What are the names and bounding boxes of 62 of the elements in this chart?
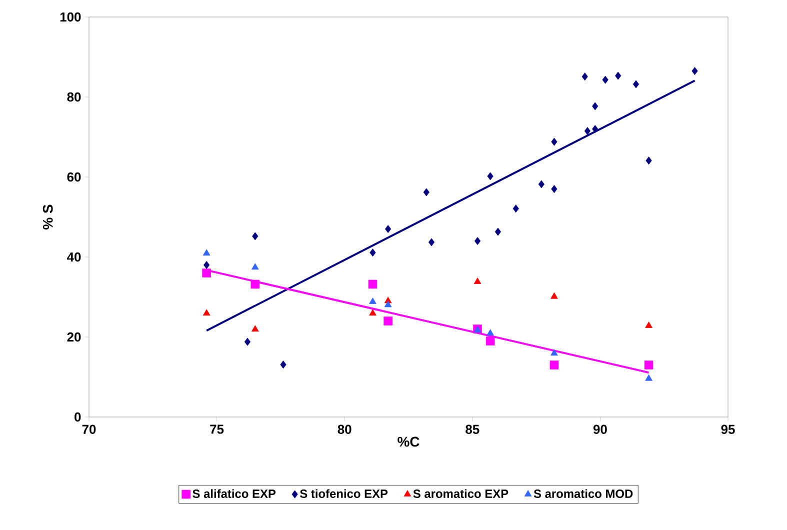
- legend-label: S tiofenico EXP: [300, 489, 388, 498]
- point: [550, 360, 559, 370]
- point: [487, 172, 494, 180]
- point: [244, 338, 251, 346]
- point: [369, 309, 376, 316]
- x-tick-label: 90: [593, 424, 607, 434]
- point: [385, 225, 392, 233]
- y-tick-label: 100: [60, 12, 81, 22]
- point: [538, 180, 544, 188]
- point: [251, 263, 259, 270]
- point: [550, 349, 558, 356]
- x-axis-title: %C: [398, 436, 420, 447]
- point: [592, 102, 598, 110]
- x-tick-label: 80: [338, 424, 352, 434]
- y-axis-title: % S: [42, 204, 53, 230]
- point: [486, 336, 495, 346]
- point: [486, 329, 494, 336]
- point: [645, 374, 652, 381]
- point: [551, 184, 558, 193]
- point: [512, 204, 519, 213]
- point: [474, 278, 482, 284]
- point: [202, 309, 210, 316]
- y-tick-label: 0: [74, 412, 81, 422]
- x-tick-label: 95: [721, 424, 735, 434]
- x-tick-label: 85: [466, 424, 480, 434]
- point: [646, 156, 652, 165]
- point: [615, 72, 622, 80]
- point: [423, 188, 430, 196]
- point: [592, 124, 598, 133]
- point: [645, 322, 652, 328]
- point: [494, 228, 502, 236]
- y-tick-label: 60: [67, 172, 81, 182]
- y-tick-label: 40: [67, 252, 81, 262]
- point: [202, 249, 210, 256]
- point: [250, 280, 260, 289]
- point: [369, 298, 376, 304]
- point: [370, 248, 376, 257]
- point: [368, 280, 378, 289]
- point: [551, 138, 558, 146]
- y-tick-label: 20: [67, 332, 81, 342]
- point: [644, 360, 654, 370]
- point: [251, 325, 259, 332]
- legend-label: S aromatico MOD: [534, 489, 633, 498]
- point: [428, 238, 435, 246]
- legend-label: S aromatico EXP: [413, 489, 508, 498]
- point: [550, 292, 558, 299]
- x-tick-label: 75: [210, 424, 224, 434]
- point: [280, 360, 286, 369]
- point: [384, 316, 392, 326]
- point: [584, 126, 590, 135]
- point: [252, 232, 258, 240]
- x-tick-label: 70: [82, 424, 96, 434]
- point: [474, 237, 481, 245]
- point: [692, 66, 698, 75]
- point: [384, 300, 392, 308]
- point: [202, 268, 211, 278]
- point: [204, 261, 210, 269]
- y-tick-label: 80: [67, 92, 81, 102]
- point: [632, 80, 640, 88]
- legend-label: S alifatico EXP: [192, 489, 276, 498]
- point: [582, 72, 588, 81]
- point: [602, 76, 608, 84]
